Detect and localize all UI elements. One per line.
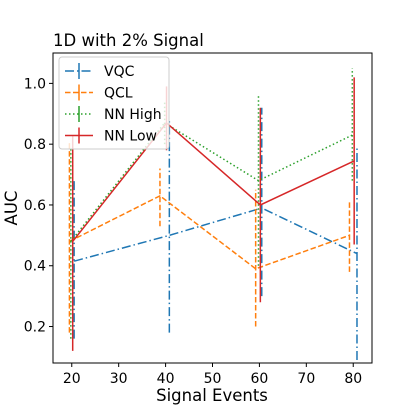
legend-label-vqc: VQC (104, 64, 135, 80)
y-tick-label-1: 1.0 (24, 76, 46, 92)
legend-label-qcl: QCL (104, 86, 133, 102)
y-tick-label-0_2: 0.2 (24, 320, 46, 336)
x-axis-label: Signal Events (156, 386, 268, 405)
y-tick-label-0_8: 0.8 (24, 137, 46, 153)
x-tick-label-50: 50 (204, 371, 222, 387)
x-tick-label-70: 70 (297, 371, 315, 387)
y-tick-label-0_6: 0.6 (24, 198, 46, 214)
y-tick-label-0_4: 0.4 (24, 259, 46, 275)
x-tick-label-30: 30 (110, 371, 128, 387)
legend-item-nn-low: NN Low (65, 128, 157, 145)
x-tick-label-40: 40 (157, 371, 175, 387)
x-tick-label-80: 80 (344, 371, 362, 387)
chart-title: 1D with 2% Signal (53, 31, 204, 50)
legend: VQC QCL NN High NN Low (59, 57, 169, 149)
y-axis-label: AUC (2, 191, 21, 226)
legend-item-nn-high: NN High (65, 106, 162, 123)
legend-label-nn-high: NN High (104, 107, 162, 123)
legend-label-nn-low: NN Low (104, 129, 157, 145)
x-tick-label-60: 60 (250, 371, 268, 387)
x-tick-label-20: 20 (63, 371, 81, 387)
